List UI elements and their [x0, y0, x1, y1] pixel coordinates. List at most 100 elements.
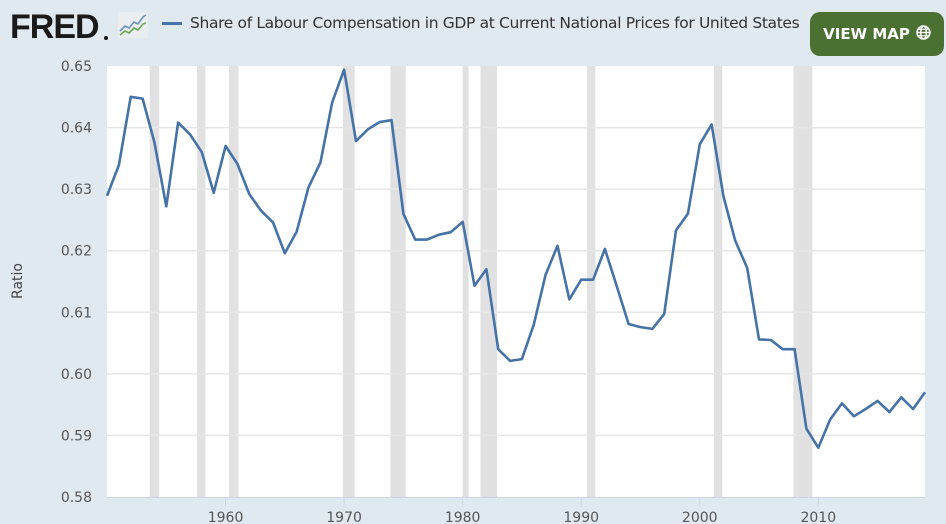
- x-tick-label: 1980: [445, 510, 481, 524]
- data-point[interactable]: [306, 184, 312, 190]
- data-point[interactable]: [649, 326, 655, 332]
- data-point[interactable]: [602, 246, 608, 252]
- data-point[interactable]: [910, 406, 916, 412]
- data-point[interactable]: [246, 191, 252, 197]
- recession-band: [197, 66, 206, 497]
- data-point[interactable]: [472, 283, 478, 289]
- data-point[interactable]: [863, 406, 869, 412]
- y-tick-label: 0.61: [61, 305, 92, 321]
- recession-band: [229, 66, 239, 497]
- data-point[interactable]: [614, 283, 620, 289]
- recession-band: [462, 66, 469, 497]
- legend-series-swatch: [162, 21, 182, 25]
- plot-area: [107, 66, 925, 497]
- data-point[interactable]: [424, 237, 430, 243]
- y-tick-label: 0.63: [61, 182, 92, 198]
- data-point[interactable]: [519, 356, 525, 362]
- data-point[interactable]: [495, 346, 501, 352]
- data-point[interactable]: [116, 162, 122, 168]
- data-point[interactable]: [365, 126, 371, 132]
- data-point[interactable]: [851, 413, 857, 419]
- data-point[interactable]: [341, 67, 347, 73]
- data-point[interactable]: [223, 143, 229, 149]
- data-point[interactable]: [720, 194, 726, 200]
- data-point[interactable]: [590, 277, 596, 283]
- data-point[interactable]: [898, 394, 904, 400]
- data-point[interactable]: [792, 346, 798, 352]
- data-point[interactable]: [697, 141, 703, 147]
- recession-band: [390, 66, 406, 497]
- data-point[interactable]: [756, 336, 762, 342]
- data-point[interactable]: [294, 229, 300, 235]
- data-point[interactable]: [436, 232, 442, 238]
- data-point[interactable]: [827, 416, 833, 422]
- data-point[interactable]: [282, 250, 288, 256]
- recession-band: [342, 66, 355, 497]
- x-tick-label: 2000: [682, 510, 718, 524]
- data-point[interactable]: [732, 238, 738, 244]
- series-title[interactable]: Share of Labour Compensation in GDP at C…: [190, 14, 800, 32]
- data-point[interactable]: [815, 445, 821, 451]
- data-point[interactable]: [140, 96, 146, 102]
- data-point[interactable]: [483, 266, 489, 272]
- data-point[interactable]: [578, 277, 584, 283]
- data-point[interactable]: [886, 409, 892, 415]
- data-point[interactable]: [780, 346, 786, 352]
- data-point[interactable]: [199, 149, 205, 155]
- data-point[interactable]: [377, 119, 383, 125]
- data-point[interactable]: [626, 321, 632, 327]
- data-point[interactable]: [768, 337, 774, 343]
- x-tick-label: 2010: [800, 510, 836, 524]
- data-point[interactable]: [128, 94, 134, 100]
- data-point[interactable]: [875, 398, 881, 404]
- x-tick-label: 1960: [208, 510, 244, 524]
- view-map-label: VIEW MAP: [823, 25, 910, 43]
- data-point[interactable]: [163, 203, 169, 209]
- data-point[interactable]: [839, 400, 845, 406]
- y-tick-label: 0.65: [61, 59, 92, 75]
- series-line[interactable]: [105, 68, 927, 449]
- data-point[interactable]: [531, 322, 537, 328]
- data-point[interactable]: [685, 211, 691, 217]
- data-point[interactable]: [175, 120, 181, 126]
- data-point[interactable]: [270, 219, 276, 225]
- data-point[interactable]: [922, 389, 928, 395]
- data-point[interactable]: [661, 311, 667, 317]
- line-chart-icon: [118, 12, 148, 38]
- data-point[interactable]: [709, 121, 715, 127]
- data-point[interactable]: [353, 138, 359, 144]
- data-point[interactable]: [460, 219, 466, 225]
- data-point[interactable]: [744, 265, 750, 271]
- x-tick-label: 1970: [326, 510, 362, 524]
- data-point[interactable]: [234, 161, 240, 167]
- data-point[interactable]: [803, 426, 809, 432]
- y-tick-label: 0.59: [61, 428, 92, 444]
- data-point[interactable]: [637, 324, 643, 330]
- recession-band: [793, 66, 813, 497]
- chart-legend: Share of Labour Compensation in GDP at C…: [162, 14, 800, 32]
- data-point[interactable]: [448, 229, 454, 235]
- data-point[interactable]: [258, 208, 264, 214]
- logo-registered-dot: [104, 36, 108, 40]
- data-point[interactable]: [104, 193, 110, 199]
- globe-icon: [916, 24, 931, 44]
- recession-band: [713, 66, 723, 497]
- view-map-button[interactable]: VIEW MAP: [810, 12, 944, 56]
- data-point[interactable]: [151, 139, 157, 145]
- data-point[interactable]: [329, 99, 335, 105]
- data-point[interactable]: [507, 358, 513, 364]
- data-point[interactable]: [673, 227, 679, 233]
- data-point[interactable]: [187, 131, 193, 137]
- data-point[interactable]: [211, 190, 217, 196]
- data-point[interactable]: [317, 160, 323, 166]
- y-tick-label: 0.60: [61, 367, 92, 383]
- data-point[interactable]: [566, 296, 572, 302]
- y-tick-label: 0.62: [61, 244, 92, 260]
- data-point[interactable]: [389, 117, 395, 123]
- data-point[interactable]: [412, 237, 418, 243]
- data-point[interactable]: [543, 272, 549, 278]
- data-point[interactable]: [400, 211, 406, 217]
- data-point[interactable]: [554, 243, 560, 249]
- fred-logo[interactable]: FRED: [10, 8, 100, 46]
- y-tick-label: 0.64: [61, 121, 92, 137]
